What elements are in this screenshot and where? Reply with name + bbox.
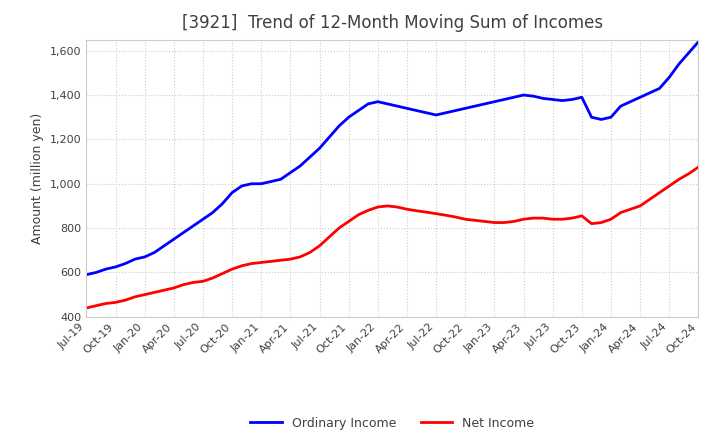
Ordinary Income [383,101,392,106]
Line: Ordinary Income: Ordinary Income [86,42,698,275]
Net Income [471,218,480,223]
Net Income [383,203,392,209]
Ordinary Income [335,124,343,129]
Title: [3921]  Trend of 12-Month Moving Sum of Incomes: [3921] Trend of 12-Month Moving Sum of I… [182,15,603,33]
Ordinary Income [471,103,480,109]
Ordinary Income [694,39,703,44]
Y-axis label: Amount (million yen): Amount (million yen) [32,113,45,244]
Ordinary Income [480,101,489,106]
Net Income [480,219,489,224]
Ordinary Income [160,243,168,249]
Net Income [694,165,703,170]
Net Income [422,209,431,215]
Ordinary Income [82,272,91,277]
Legend: Ordinary Income, Net Income: Ordinary Income, Net Income [246,412,539,435]
Net Income [335,225,343,231]
Net Income [82,305,91,311]
Net Income [160,288,168,293]
Ordinary Income [422,110,431,115]
Line: Net Income: Net Income [86,167,698,308]
